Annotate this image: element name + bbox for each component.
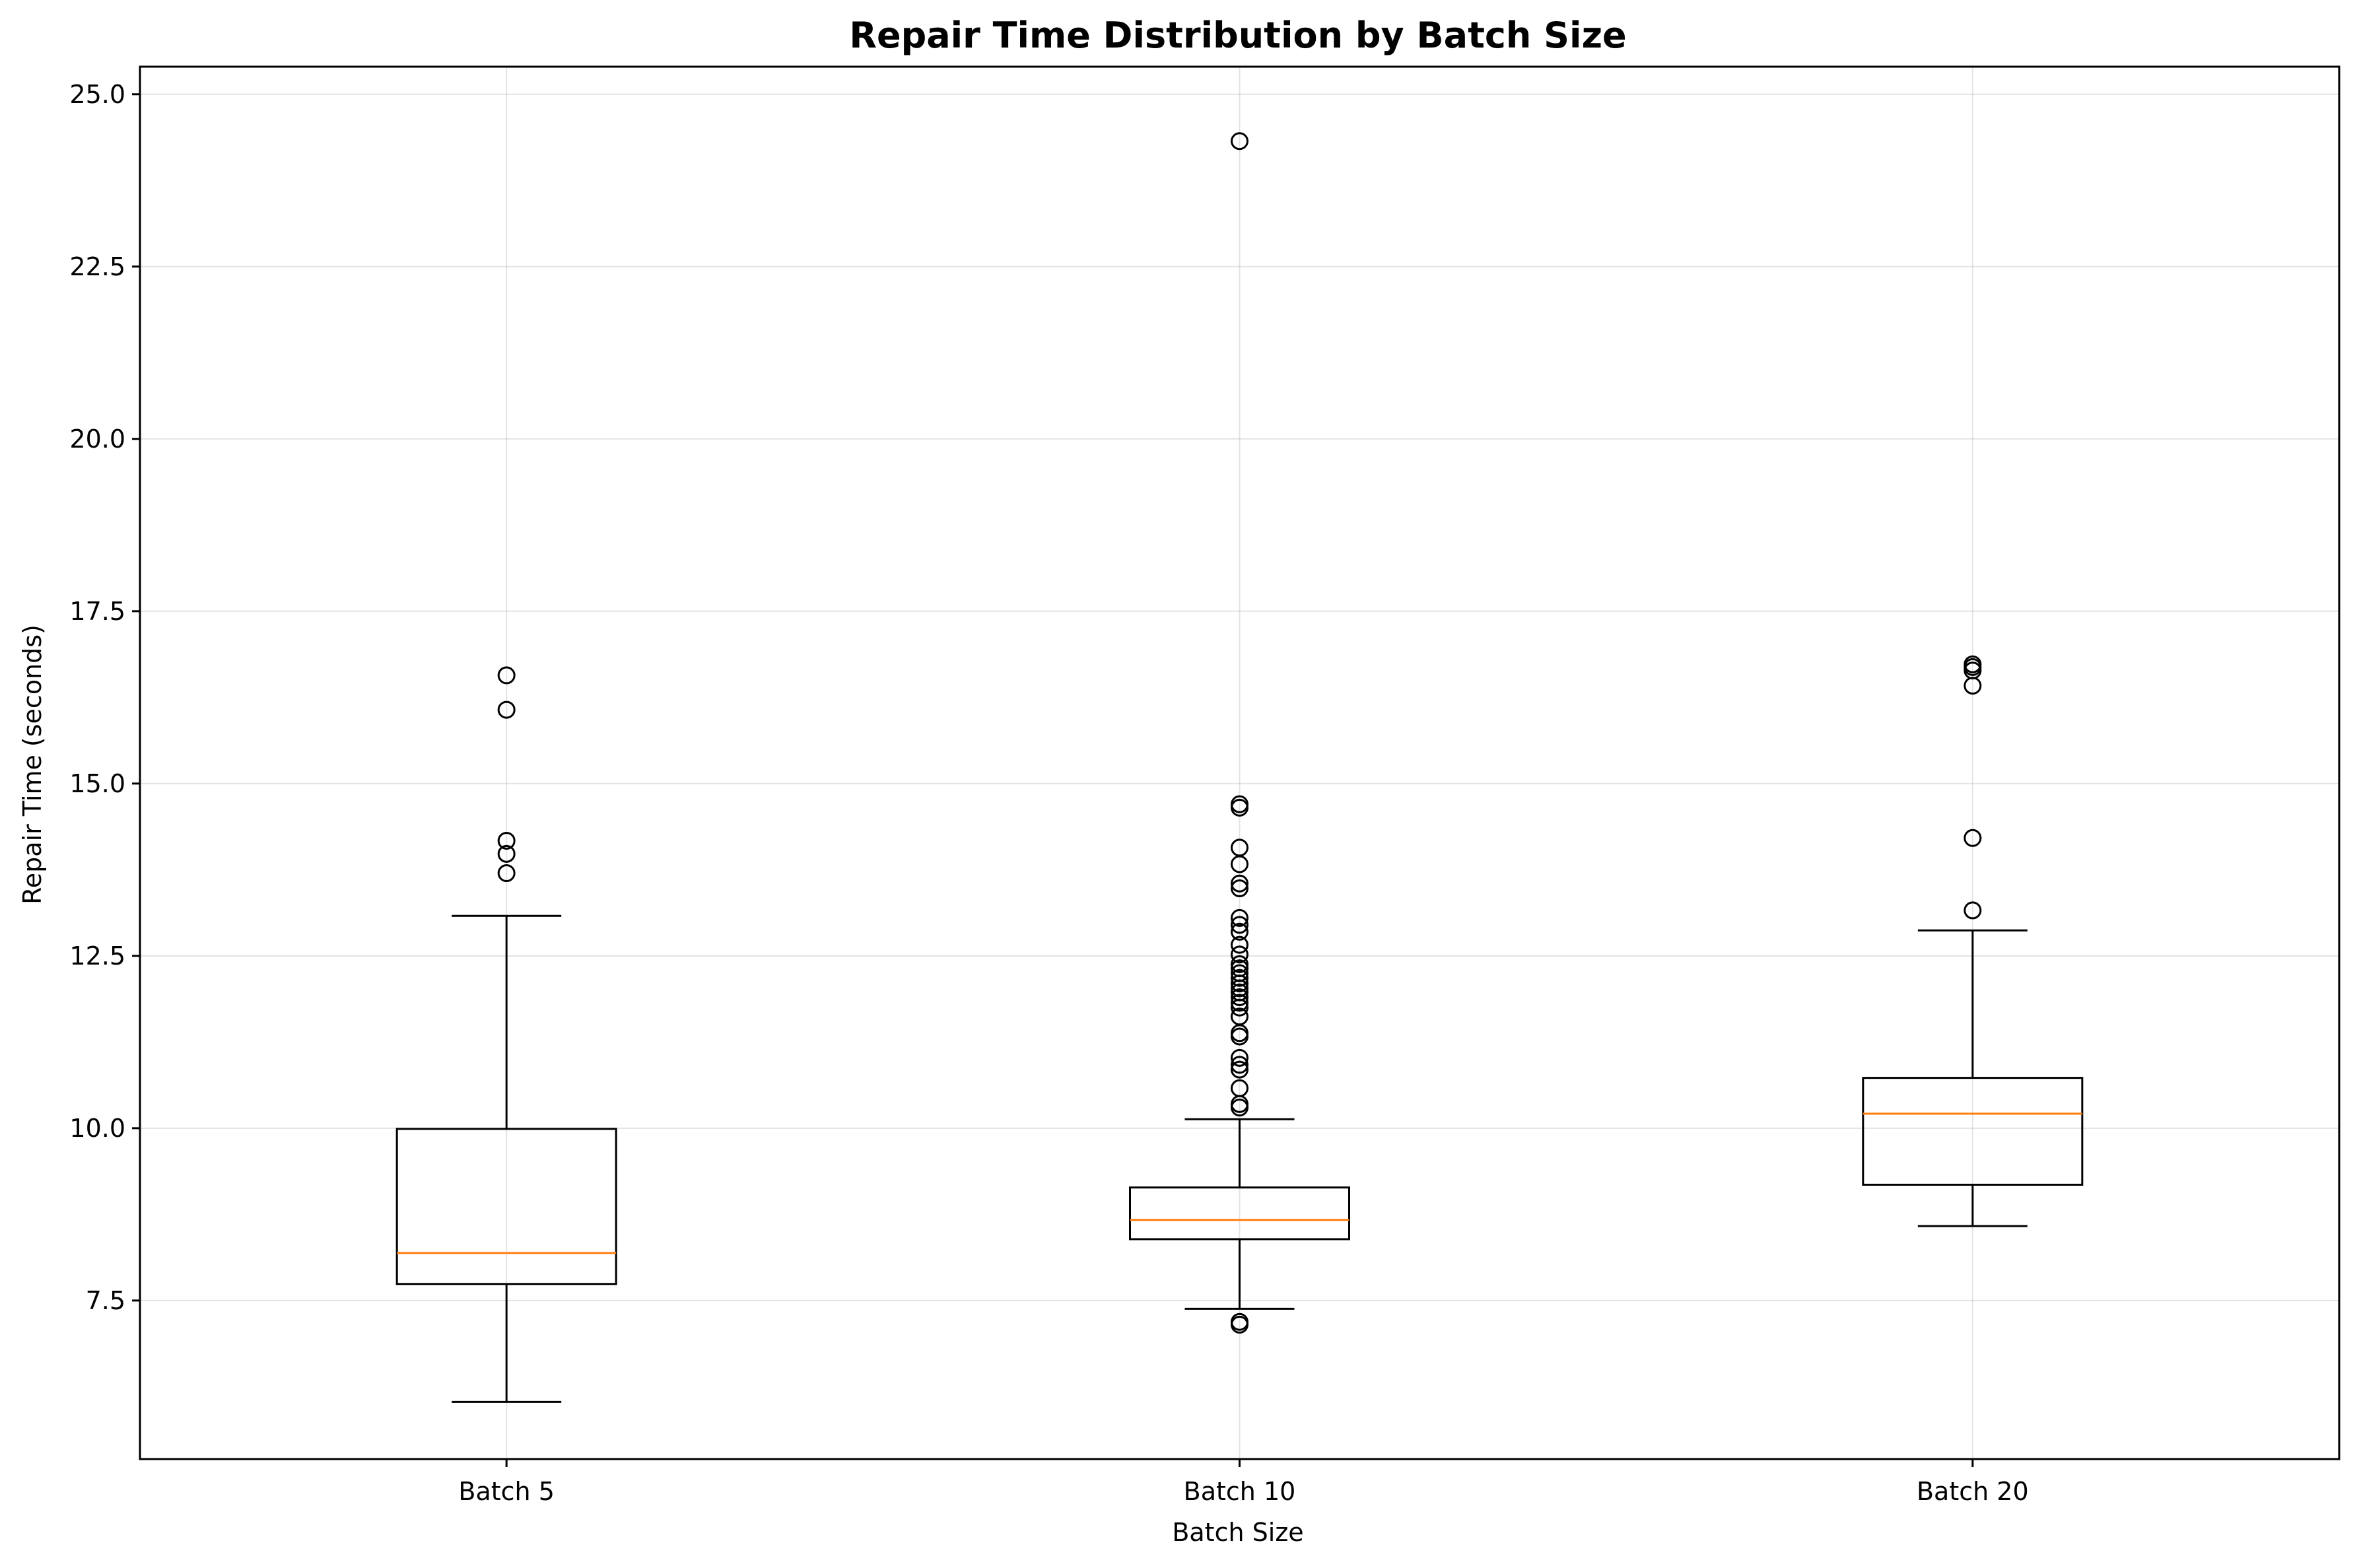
outlier-point [497,831,516,850]
outlier-point [1964,901,1982,920]
outlier-point [1231,964,1248,982]
outlier-point [1964,655,1982,673]
y-tick-label: 7.5 [86,1286,125,1315]
y-tick-label: 22.5 [69,252,125,281]
iqr-box [1129,1186,1350,1241]
outlier-point [1231,795,1248,813]
y-tick-label: 25.0 [69,80,125,109]
outlier-point [1231,132,1248,151]
outlier-point [1231,1048,1248,1067]
outlier-point [1231,959,1248,978]
outlier-point [1231,945,1248,964]
y-tick-label: 15.0 [69,769,125,798]
outlier-point [1231,994,1248,1012]
y-tick-label: 10.0 [69,1114,125,1143]
outlier-point [1231,838,1248,857]
outlier-point [1231,879,1248,898]
y-tick-label: 17.5 [69,597,125,626]
outlier-point [1231,1312,1248,1331]
iqr-box [395,1128,617,1285]
outlier-point [1231,916,1248,934]
outlier-point [1231,874,1248,893]
outlier-point [497,864,516,883]
outlier-point [1964,829,1982,847]
outlier-point [1231,922,1248,941]
outlier-point [1231,1056,1248,1074]
outlier-point [1231,1007,1248,1026]
outlier-point [1231,988,1248,1006]
y-tick-label: 20.0 [69,425,125,454]
x-tick-label: Batch 20 [1917,1477,2029,1506]
box-group [1862,655,2084,1227]
plot-layer [395,132,2084,1403]
y-tick-label: 12.5 [69,941,125,971]
outlier-point [1231,969,1248,987]
outlier-point [1231,983,1248,1002]
outlier-point [497,666,516,685]
box-group [395,666,617,1403]
box-group [1129,132,1350,1334]
outlier-point [1231,936,1248,954]
y-axis-label: Repair Time (seconds) [18,625,47,904]
outlier-point [497,700,516,719]
x-axis-label: Batch Size [1172,1518,1303,1547]
x-tick-label: Batch 5 [458,1477,555,1506]
chart-title: Repair Time Distribution by Batch Size [849,15,1626,56]
outlier-point [1231,1079,1248,1097]
axis-layer: 7.5 10.0 12.5 15.0 17.5 20.0 22.5 25.0 Batch 5 Ba… [69,80,2028,1506]
iqr-box [1862,1077,2084,1186]
x-tick-label: Batch 10 [1184,1477,1296,1506]
outlier-point [497,844,516,863]
outlier-point [1231,1060,1248,1079]
outlier-point [1231,908,1248,927]
outlier-point [1231,955,1248,973]
